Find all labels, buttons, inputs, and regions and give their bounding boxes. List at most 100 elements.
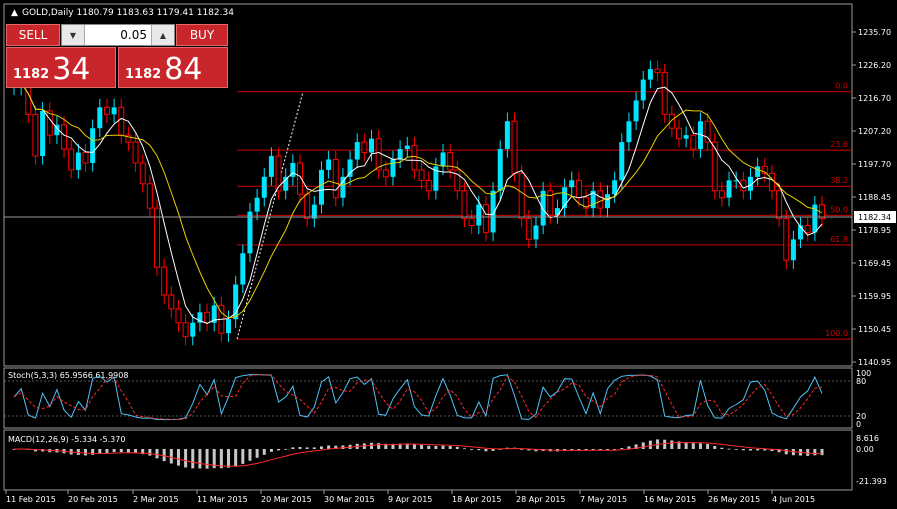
- macd-bar: [641, 442, 645, 449]
- macd-bar: [520, 448, 524, 450]
- macd-bar: [434, 445, 438, 449]
- candle-body: [504, 121, 510, 150]
- stoch-lines: [13, 374, 823, 421]
- candle-body: [361, 141, 368, 154]
- candle-body: [518, 172, 525, 220]
- fibonacci-retracement[interactable]: 0.0 23.6 38.2 50.0 61.8 100.0: [236, 82, 852, 340]
- candle-body: [354, 142, 360, 160]
- main-chart-frame: [3, 3, 853, 367]
- fib-level-label: 50.0: [830, 205, 848, 214]
- candle-body: [197, 312, 203, 323]
- candle-body: [404, 145, 410, 150]
- candle-body: [525, 218, 532, 240]
- price-axis: 1235.70 1226.20 1216.70 1207.20 1197.70 1188.…: [852, 28, 891, 367]
- buy-price-big: 84: [164, 52, 203, 87]
- macd-bar: [420, 444, 424, 449]
- macd-bar: [405, 443, 409, 449]
- sell-price-button[interactable]: 1182 34: [6, 47, 116, 88]
- macd-bar: [477, 449, 481, 451]
- candle-body: [425, 179, 432, 192]
- macd-bar: [305, 447, 309, 449]
- candle-body: [125, 134, 132, 143]
- candle-body: [511, 120, 518, 174]
- candle-body: [540, 190, 546, 226]
- price-axis-label: 1207.20: [858, 127, 891, 136]
- buy-button[interactable]: BUY: [176, 24, 228, 46]
- buy-price-button[interactable]: 1182 84: [118, 47, 228, 88]
- buy-price-small: 1182: [125, 67, 162, 82]
- macd-bar: [763, 449, 767, 451]
- candle-body: [382, 169, 389, 178]
- one-click-trading-panel: SELL ▼ 0.05 ▲ BUY 1182 34 1182 84: [6, 24, 228, 88]
- macd-signal-line: [14, 441, 823, 467]
- candle-body: [562, 187, 568, 209]
- current-price-box: [854, 211, 896, 223]
- time-axis: 11 Feb 2015 20 Feb 2015 2 Mar 2015 11 Mar 2…: [5, 490, 815, 504]
- candle-body: [283, 176, 289, 191]
- time-axis-label: 9 Apr 2015: [388, 495, 432, 504]
- candle-body: [733, 180, 739, 182]
- macd-bar: [470, 449, 474, 450]
- candle-body: [619, 142, 625, 181]
- candle-body: [132, 141, 139, 164]
- price-axis-label: 1216.70: [858, 94, 891, 103]
- macd-bar: [784, 449, 788, 455]
- candle-body: [569, 180, 575, 188]
- sell-button[interactable]: SELL: [6, 24, 60, 46]
- candle-body: [211, 305, 217, 323]
- macd-axis-high: 8.616: [856, 434, 879, 443]
- time-axis-label: 7 May 2015: [580, 495, 627, 504]
- fib-trendline[interactable]: [236, 91, 304, 340]
- lot-increase-icon[interactable]: ▲: [151, 25, 174, 45]
- lot-size-input[interactable]: 0.05: [120, 28, 147, 42]
- candle-body: [804, 224, 811, 233]
- ma-slow-line: [13, 82, 823, 319]
- candle-body: [590, 190, 596, 209]
- macd-bar: [98, 449, 102, 454]
- macd-bar: [398, 443, 402, 449]
- lot-decrease-icon[interactable]: ▼: [62, 25, 85, 45]
- macd-bar: [234, 449, 238, 467]
- candle-body: [254, 197, 260, 212]
- macd-bar: [577, 449, 581, 451]
- macd-bar: [698, 443, 702, 449]
- candle-body: [755, 166, 761, 177]
- candle-body: [447, 152, 454, 171]
- macd-bar: [370, 442, 374, 449]
- lot-size-stepper[interactable]: ▼ 0.05 ▲: [61, 24, 175, 46]
- macd-bar: [427, 445, 431, 449]
- time-axis-label: 4 Jun 2015: [772, 495, 815, 504]
- macd-bar: [455, 446, 459, 449]
- macd-bar: [777, 449, 781, 453]
- time-axis-label: 20 Feb 2015: [68, 495, 118, 504]
- stoch-k-line: [13, 374, 823, 421]
- candle-body: [40, 110, 46, 157]
- fib-level-label: 0.0: [835, 82, 848, 91]
- time-axis-label: 30 Mar 2015: [324, 495, 375, 504]
- candle-body: [139, 162, 146, 185]
- candle-body: [783, 218, 790, 261]
- candle-body: [490, 190, 496, 233]
- symbol-arrow-icon[interactable]: ▲: [11, 8, 18, 18]
- candle-body: [75, 152, 81, 170]
- macd-bar: [334, 445, 338, 449]
- time-axis-label: 16 May 2015: [644, 495, 696, 504]
- macd-bar: [84, 449, 88, 456]
- candle-body: [468, 218, 475, 226]
- candle-body: [697, 121, 703, 150]
- macd-bar: [384, 443, 388, 449]
- candle-body: [626, 121, 632, 143]
- symbol-header: GOLD,Daily 1180.79 1183.63 1179.41 1182.…: [22, 8, 234, 18]
- price-axis-label: 1169.45: [858, 259, 891, 268]
- macd-bar: [462, 448, 466, 450]
- macd-bar: [620, 448, 624, 449]
- macd-bar: [527, 449, 531, 451]
- candle-body: [654, 68, 661, 74]
- macd-bar: [184, 449, 188, 468]
- macd-bar: [255, 449, 259, 458]
- candle-body: [640, 79, 646, 101]
- candle-body: [440, 152, 446, 167]
- price-axis-label: 1188.45: [858, 193, 891, 202]
- macd-bar: [448, 446, 452, 449]
